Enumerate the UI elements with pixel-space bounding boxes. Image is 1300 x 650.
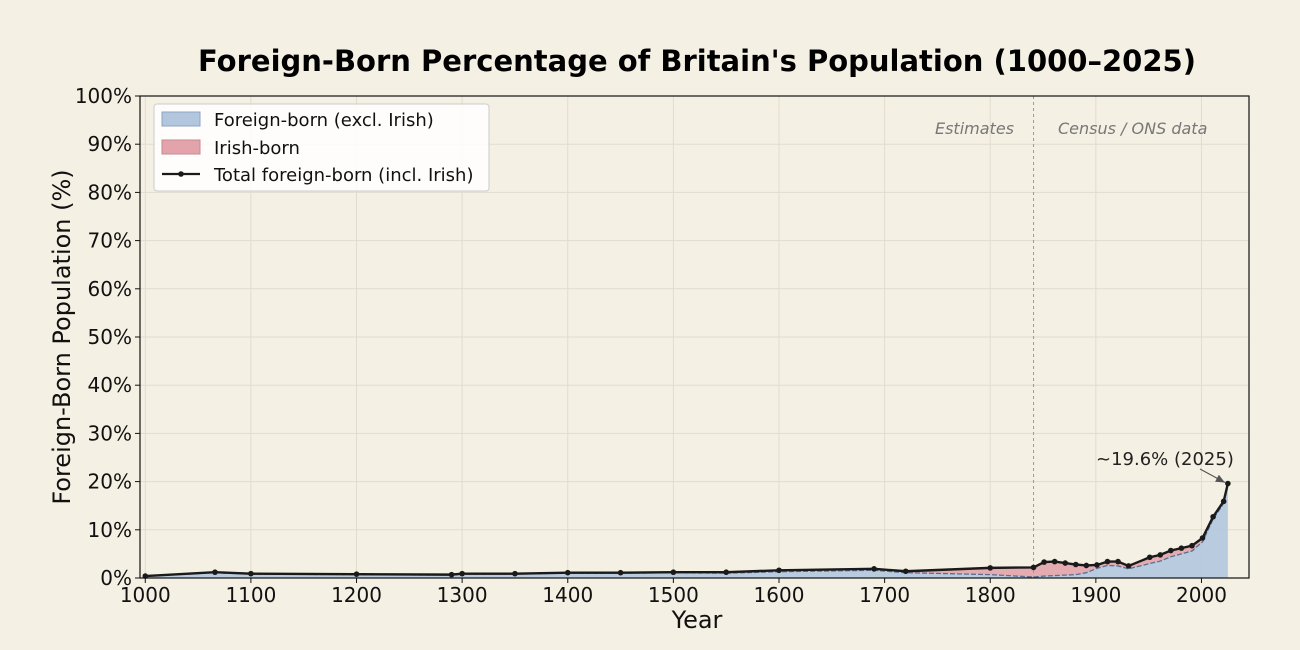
data-point bbox=[987, 565, 994, 571]
y-tick-label: 10% bbox=[88, 518, 132, 542]
data-point bbox=[871, 566, 877, 572]
data-point bbox=[1094, 562, 1100, 568]
data-point bbox=[1178, 545, 1185, 551]
x-axis-title: Year bbox=[671, 606, 723, 634]
foreign-area bbox=[145, 485, 1228, 578]
data-point bbox=[1199, 535, 1206, 541]
x-tick-label: 1900 bbox=[1070, 583, 1121, 607]
y-tick-label: 20% bbox=[88, 470, 132, 494]
data-point bbox=[353, 571, 360, 577]
x-axis: 1000 1100 1200 1300 1400 1500 1600 1700 1800 1900… bbox=[120, 578, 1227, 607]
data-point bbox=[1115, 558, 1121, 565]
x-tick-label: 1300 bbox=[437, 583, 488, 607]
data-point bbox=[1030, 564, 1037, 571]
data-point bbox=[212, 569, 218, 576]
x-tick-label: 1500 bbox=[648, 583, 699, 607]
x-tick-label: 1600 bbox=[754, 583, 805, 607]
data-point bbox=[459, 570, 465, 577]
data-point bbox=[776, 567, 782, 574]
data-point bbox=[248, 570, 254, 577]
y-tick-label: 30% bbox=[88, 421, 132, 445]
x-tick-label: 1200 bbox=[331, 583, 382, 607]
annotation-text: ~19.6% (2025) bbox=[1096, 449, 1234, 470]
data-point bbox=[1168, 547, 1174, 554]
x-tick-label: 1700 bbox=[859, 583, 910, 607]
legend-swatch-irish bbox=[161, 139, 201, 155]
data-point bbox=[1072, 561, 1079, 568]
data-point bbox=[1125, 563, 1132, 569]
y-tick-label: 70% bbox=[88, 229, 132, 253]
x-tick-label: 1100 bbox=[225, 583, 276, 607]
legend-swatch-total-marker bbox=[178, 171, 184, 177]
data-point bbox=[512, 570, 518, 577]
y-tick-label: 100% bbox=[75, 84, 132, 108]
data-point bbox=[564, 569, 571, 576]
data-point bbox=[1220, 498, 1227, 505]
x-tick-label: 2000 bbox=[1176, 583, 1227, 607]
data-point bbox=[1083, 562, 1090, 569]
region-label-estimates: Estimates bbox=[935, 119, 1014, 138]
legend-swatch-foreign bbox=[161, 111, 201, 127]
legend-box bbox=[153, 103, 490, 192]
data-point bbox=[617, 569, 624, 576]
x-tick-label: 1000 bbox=[120, 583, 171, 607]
data-point bbox=[448, 571, 455, 578]
data-point bbox=[1157, 552, 1164, 558]
y-tick-label: 50% bbox=[88, 325, 132, 349]
legend: Foreign-born (excl. Irish) Irish-born To… bbox=[153, 103, 490, 192]
y-axis: 0% 10% 20% 30% 40% 50% 60% 70% 80% 90% 100% bbox=[75, 84, 140, 590]
region-label-census: Census / ONS data bbox=[1058, 119, 1207, 138]
y-tick-label: 80% bbox=[88, 180, 132, 204]
data-point bbox=[1146, 554, 1153, 561]
total-line bbox=[145, 483, 1230, 578]
chart-title: Foreign-Born Percentage of Britain's Pop… bbox=[198, 44, 1196, 78]
y-tick-label: 40% bbox=[88, 373, 132, 397]
data-point bbox=[1051, 558, 1058, 565]
annotation: ~19.6% (2025) bbox=[1096, 449, 1234, 484]
data-points bbox=[142, 480, 1231, 579]
data-point bbox=[1210, 513, 1216, 520]
y-tick-label: 90% bbox=[88, 132, 132, 156]
legend-label-total: Total foreign-born (incl. Irish) bbox=[213, 165, 473, 186]
data-point bbox=[723, 569, 729, 576]
data-point bbox=[670, 569, 677, 576]
data-point bbox=[1062, 560, 1069, 566]
y-tick-label: 0% bbox=[100, 566, 132, 590]
x-tick-label: 1800 bbox=[965, 583, 1016, 607]
legend-label-irish: Irish-born bbox=[214, 138, 300, 159]
data-point bbox=[1225, 480, 1231, 487]
annotation-arrowhead bbox=[1215, 474, 1225, 483]
data-point bbox=[1041, 559, 1047, 565]
y-axis-title: Foreign-Born Population (%) bbox=[48, 169, 76, 504]
data-point bbox=[902, 568, 909, 575]
legend-label-foreign: Foreign-born (excl. Irish) bbox=[214, 110, 434, 131]
y-tick-label: 60% bbox=[88, 277, 132, 301]
data-point bbox=[1189, 542, 1195, 549]
data-point bbox=[1104, 558, 1111, 565]
x-tick-label: 1400 bbox=[542, 583, 593, 607]
total-line-series bbox=[145, 483, 1230, 578]
